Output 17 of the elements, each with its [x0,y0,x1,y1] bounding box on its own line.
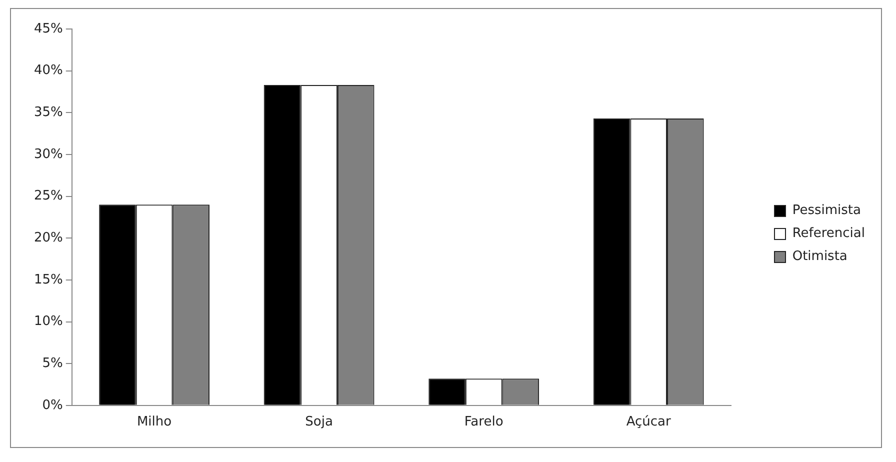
y-tick-label: 40% [34,63,63,78]
text: Referencial [792,226,865,241]
x-tick-label: Soja [305,414,333,430]
y-tick-label: 30% [34,146,63,162]
legend-label: Otimista [792,249,848,264]
y-tick-label: 35% [34,105,63,120]
y-tick-label: 45% [34,21,63,36]
y-tick-label: 25% [34,188,63,204]
y-tick-label: 0% [42,398,63,413]
y-tick-label: 15% [34,272,63,288]
x-tick-label: Farelo [464,414,504,430]
y-tick-label: 5% [42,356,63,371]
y-tick-label: 20% [34,230,63,246]
x-tick-label: Açúcar [626,414,672,430]
y-tick-label: 10% [34,314,63,330]
x-tick-label: Milho [136,414,172,430]
legend-label: Pessimista [792,203,861,218]
